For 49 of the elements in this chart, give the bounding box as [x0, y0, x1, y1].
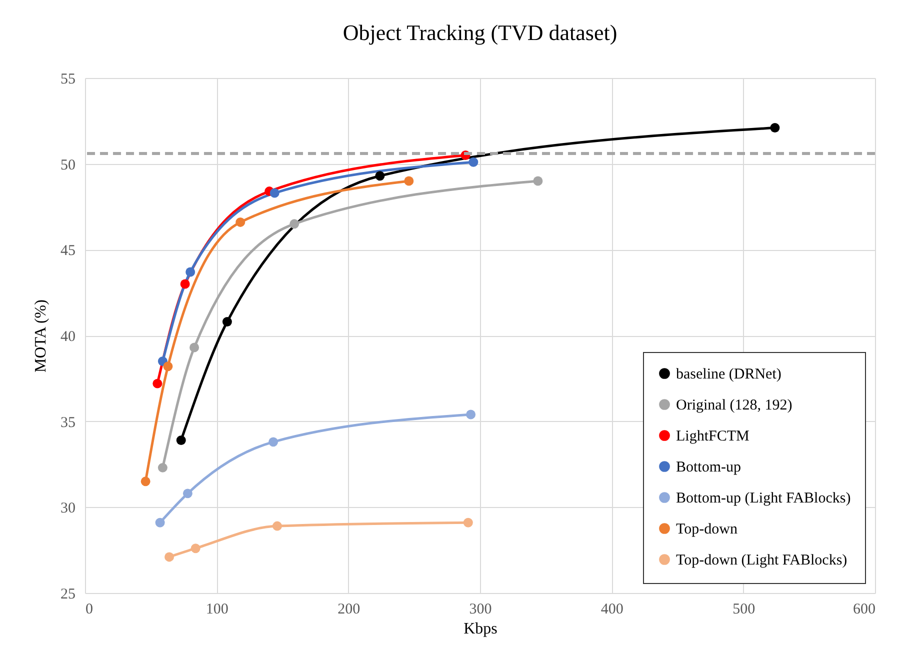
legend-label: Top-down (Light FABlocks) — [676, 552, 848, 568]
x-tick-label: 500 — [732, 602, 756, 618]
point — [533, 176, 543, 186]
legend-label: LightFCTM — [676, 428, 750, 444]
point — [180, 279, 190, 289]
point — [236, 217, 246, 227]
point — [268, 437, 278, 447]
y-axis-title: MOTA (%) — [32, 300, 50, 372]
point — [272, 521, 282, 531]
point — [158, 462, 168, 472]
legend-label: baseline (DRNet) — [676, 366, 782, 382]
point — [404, 176, 414, 186]
point — [375, 171, 385, 181]
x-tick-label: 600 — [853, 602, 876, 618]
chart-title: Object Tracking (TVD dataset) — [342, 20, 618, 45]
legend-label: Top-down — [676, 522, 738, 538]
point — [770, 123, 780, 133]
x-tick-label: 200 — [338, 602, 360, 618]
y-tick-label: 55 — [60, 72, 76, 88]
point — [163, 362, 173, 372]
point — [152, 378, 162, 388]
point — [140, 476, 150, 486]
y-tick-label: 45 — [60, 243, 76, 260]
x-tick-label: 400 — [600, 602, 624, 618]
x-tick-label: 100 — [206, 602, 228, 618]
y-tick-label: 35 — [60, 414, 76, 431]
point — [190, 342, 200, 352]
x-tick-label: 0 — [86, 602, 93, 618]
legend-label: Bottom-up — [676, 460, 742, 476]
point — [182, 488, 192, 498]
point — [176, 435, 186, 445]
point — [164, 552, 174, 562]
point — [463, 518, 473, 528]
x-axis-title: Kbps — [464, 620, 498, 638]
y-tick-label: 40 — [60, 329, 76, 345]
point — [290, 219, 300, 229]
point — [190, 544, 200, 554]
point — [222, 317, 232, 326]
y-tick-label: 25 — [60, 586, 76, 602]
point — [186, 267, 196, 277]
point — [270, 188, 280, 198]
y-tick-label: 30 — [60, 500, 76, 517]
legend-label: Bottom-up (Light FABlocks) — [676, 490, 851, 506]
point — [155, 518, 165, 528]
point — [468, 157, 478, 167]
x-tick-label: 300 — [469, 602, 492, 618]
point — [466, 410, 476, 420]
legend-label: Original (128, 192) — [676, 398, 792, 414]
y-tick-label: 50 — [60, 157, 76, 174]
